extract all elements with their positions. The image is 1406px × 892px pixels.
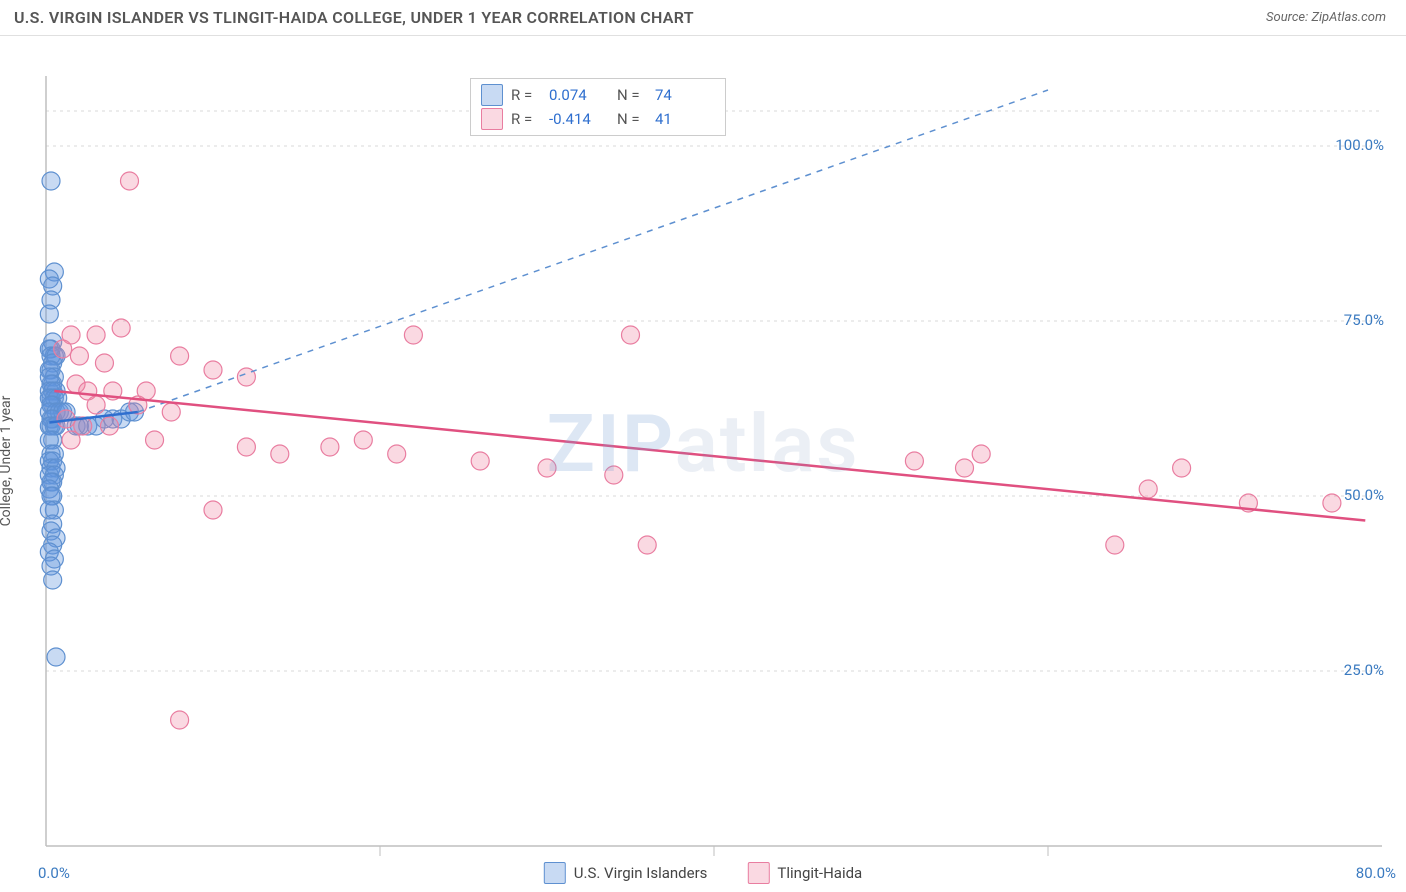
R-label-1: R = — [511, 110, 541, 128]
N-value-1: 41 — [655, 110, 715, 128]
series-legend: U.S. Virgin Islanders Tlingit-Haida — [544, 862, 862, 884]
scatter-chart-svg — [0, 36, 1406, 886]
y-axis-label: College, Under 1 year — [0, 396, 14, 527]
source-prefix: Source: — [1266, 10, 1311, 25]
legend-bottom-swatch-1 — [747, 862, 769, 884]
R-label-0: R = — [511, 86, 541, 104]
R-value-1: -0.414 — [549, 110, 609, 128]
legend-swatch-1 — [481, 108, 503, 130]
chart-header: U.S. VIRGIN ISLANDER VS TLINGIT-HAIDA CO… — [0, 0, 1406, 36]
chart-area: College, Under 1 year ZIPatlas R = 0.074… — [0, 36, 1406, 886]
N-value-0: 74 — [655, 86, 715, 104]
N-label-1: N = — [617, 110, 647, 128]
legend-bottom-label-1: Tlingit-Haida — [777, 864, 862, 882]
legend-row-1: R = -0.414 N = 41 — [481, 107, 715, 131]
x-tick-0: 0.0% — [38, 864, 70, 882]
N-label-0: N = — [617, 86, 647, 104]
source-credit: Source: ZipAtlas.com — [1266, 10, 1386, 25]
legend-row-0: R = 0.074 N = 74 — [481, 83, 715, 107]
x-tick-1: 80.0% — [1356, 864, 1396, 882]
legend-item-0: U.S. Virgin Islanders — [544, 862, 708, 884]
y-tick-3: 100.0% — [1335, 136, 1384, 154]
legend-bottom-swatch-0 — [544, 862, 566, 884]
correlation-legend: R = 0.074 N = 74 R = -0.414 N = 41 — [470, 78, 726, 136]
y-tick-1: 50.0% — [1344, 486, 1384, 504]
y-tick-2: 75.0% — [1344, 311, 1384, 329]
source-name: ZipAtlas.com — [1311, 10, 1386, 25]
y-tick-0: 25.0% — [1344, 661, 1384, 679]
chart-title: U.S. VIRGIN ISLANDER VS TLINGIT-HAIDA CO… — [14, 8, 694, 27]
legend-item-1: Tlingit-Haida — [747, 862, 862, 884]
legend-swatch-0 — [481, 84, 503, 106]
R-value-0: 0.074 — [549, 86, 609, 104]
legend-bottom-label-0: U.S. Virgin Islanders — [574, 864, 708, 882]
